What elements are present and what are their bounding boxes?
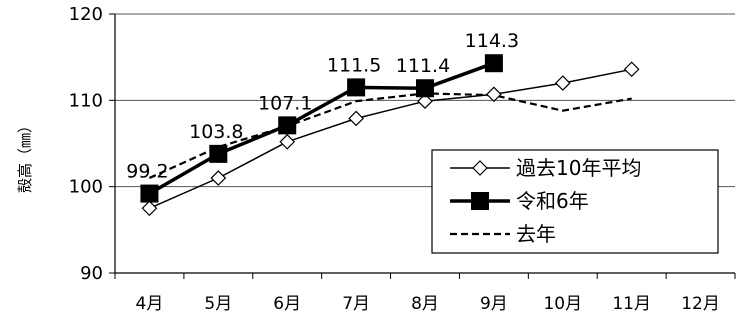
axes bbox=[109, 13, 736, 279]
legend-marker-square bbox=[471, 192, 489, 210]
x-tick-label: 9月 bbox=[480, 294, 508, 314]
y-tick-label: 110 bbox=[69, 90, 103, 111]
x-tick-label: 10月 bbox=[543, 294, 582, 314]
y-tick-labels: 90 100 110 120 bbox=[69, 4, 103, 284]
marker-square bbox=[140, 184, 159, 203]
legend-label: 過去10年平均 bbox=[516, 156, 641, 180]
x-tick-label: 11月 bbox=[612, 294, 651, 314]
marker-diamond bbox=[141, 200, 158, 217]
x-tick-label: 4月 bbox=[136, 294, 164, 314]
marker-square bbox=[209, 144, 228, 163]
data-labels: 99.2 103.8 107.1 111.5 111.4 114.3 bbox=[126, 30, 519, 182]
x-tick-label: 8月 bbox=[411, 294, 439, 314]
series-lines bbox=[148, 61, 632, 209]
marker-square bbox=[278, 116, 297, 135]
data-label: 107.1 bbox=[258, 92, 312, 114]
data-label: 99.2 bbox=[126, 161, 168, 183]
y-axis-label: 殻高（㎜） bbox=[16, 118, 34, 193]
series-line bbox=[148, 61, 495, 196]
data-label: 111.5 bbox=[327, 54, 381, 76]
x-tick-label: 5月 bbox=[204, 294, 232, 314]
marker-diamond bbox=[279, 133, 296, 150]
y-tick-label: 120 bbox=[69, 4, 103, 25]
legend-marker-diamond bbox=[472, 160, 488, 176]
marker-square bbox=[416, 79, 434, 98]
x-tick-label: 12月 bbox=[681, 294, 720, 314]
marker-diamond bbox=[417, 93, 433, 110]
series-line bbox=[148, 92, 632, 180]
data-label: 111.4 bbox=[396, 55, 450, 77]
marker-square bbox=[347, 78, 366, 97]
x-tick-label: 7月 bbox=[342, 294, 370, 314]
data-label: 103.8 bbox=[189, 121, 243, 143]
marker-square bbox=[484, 54, 503, 73]
x-tick-label: 6月 bbox=[273, 294, 301, 314]
series-line bbox=[149, 68, 632, 209]
y-tick-label: 90 bbox=[80, 263, 103, 284]
legend-label: 去年 bbox=[516, 222, 556, 246]
marker-diamond bbox=[623, 61, 640, 78]
series-markers bbox=[140, 54, 640, 217]
data-label: 114.3 bbox=[465, 30, 519, 52]
marker-diamond bbox=[486, 86, 502, 103]
y-tick-label: 100 bbox=[69, 177, 103, 198]
marker-diamond bbox=[348, 110, 364, 127]
marker-diamond bbox=[554, 75, 571, 91]
x-tick-labels: 4月 5月 6月 7月 8月 9月 10月 11月 12月 bbox=[136, 294, 720, 314]
marker-diamond bbox=[210, 170, 227, 186]
legend-label: 令和6年 bbox=[516, 189, 589, 213]
